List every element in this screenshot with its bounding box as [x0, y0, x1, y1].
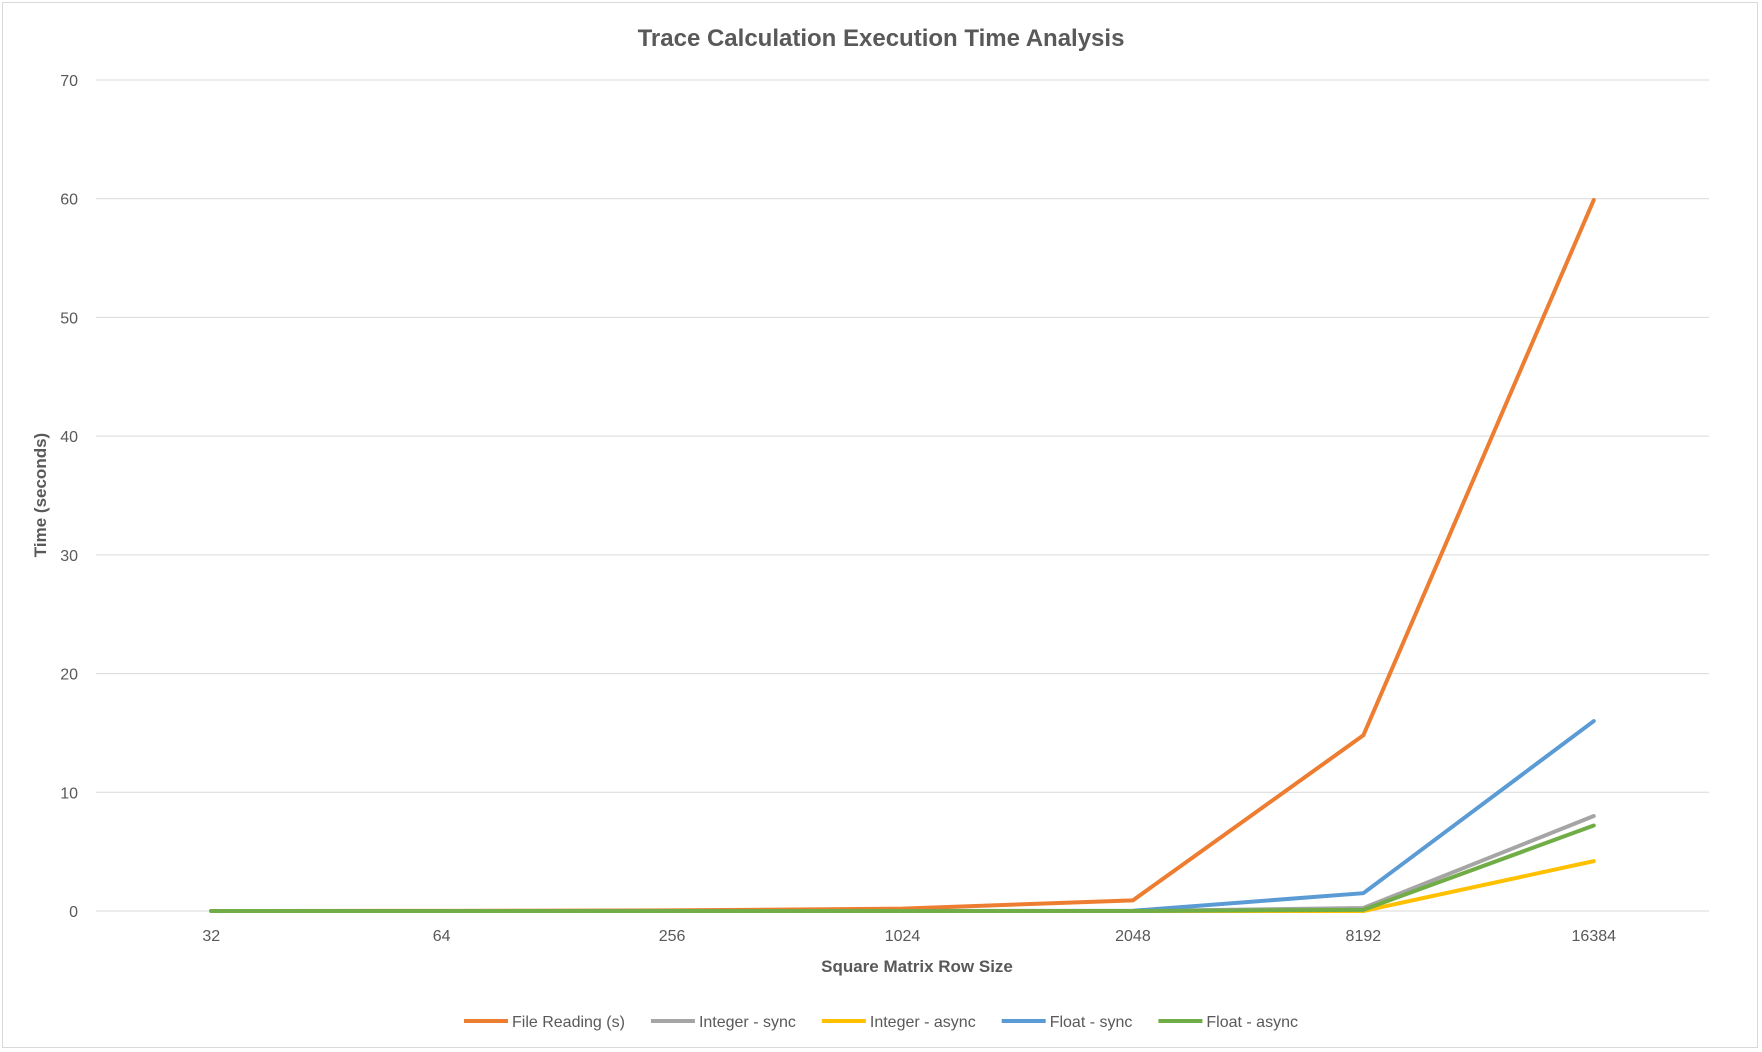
legend-item[interactable]: Integer - sync [650, 1014, 796, 1031]
x-tick-label: 32 [202, 928, 220, 945]
x-tick-label: 16384 [1572, 928, 1617, 945]
y-tick-label: 50 [60, 310, 78, 327]
x-tick-label: 8192 [1346, 928, 1382, 945]
series-integer-sync [209, 814, 1596, 913]
series-float-sync [209, 719, 1596, 913]
x-tick-label: 64 [433, 928, 451, 945]
x-axis-title: Square Matrix Row Size [821, 957, 1013, 976]
series-file-reading-s [209, 197, 1596, 913]
legend-item[interactable]: Float - sync [1001, 1014, 1133, 1031]
y-tick-label: 10 [60, 785, 78, 802]
series-integer-async [209, 859, 1596, 913]
y-tick-label: 70 [60, 73, 78, 90]
chart-title: Trace Calculation Execution Time Analysi… [638, 25, 1125, 52]
y-tick-label: 60 [60, 192, 78, 209]
y-tick-label: 20 [60, 667, 78, 684]
y-tick-label: 30 [60, 548, 78, 565]
series-line [209, 859, 1596, 913]
x-tick-label: 2048 [1115, 928, 1151, 945]
legend-item[interactable]: Float - async [1158, 1014, 1298, 1031]
legend-item[interactable]: Integer - async [821, 1014, 976, 1031]
x-tick-label: 1024 [885, 928, 921, 945]
legend-label: Float - sync [1050, 1014, 1133, 1031]
legend-label: Float - async [1206, 1014, 1298, 1031]
y-axis-ticks: 0 10 20 30 40 50 60 70 [60, 73, 78, 921]
series-line [209, 814, 1596, 913]
y-tick-label: 40 [60, 429, 78, 446]
y-axis-title: Time (seconds) [31, 433, 50, 557]
series-line [209, 197, 1596, 913]
series-float-async [209, 823, 1596, 913]
legend-item[interactable]: File Reading (s) [464, 1014, 625, 1031]
legend-label: File Reading (s) [512, 1014, 625, 1031]
series-lines [209, 197, 1596, 913]
legend[interactable]: File Reading (s) Integer - sync Integer - … [464, 1014, 1298, 1031]
x-axis-ticks: 32 64 256 1024 2048 8192 16384 [202, 928, 1616, 945]
series-line [209, 719, 1596, 913]
y-tick-label: 0 [69, 904, 78, 921]
x-tick-label: 256 [659, 928, 686, 945]
legend-label: Integer - sync [699, 1014, 796, 1031]
legend-label: Integer - async [870, 1014, 976, 1031]
